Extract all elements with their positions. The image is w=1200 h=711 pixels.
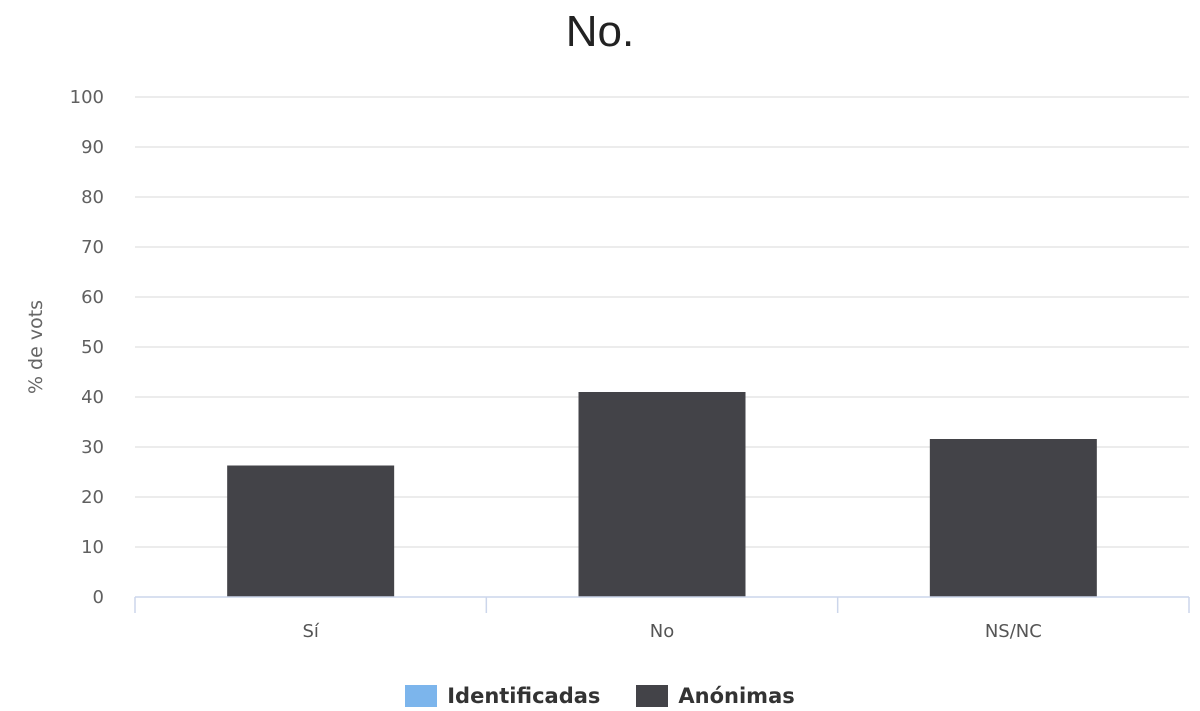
y-tick-label: 10 [81, 537, 104, 558]
y-tick-label: 30 [81, 437, 104, 458]
legend-item[interactable]: Anónimas [636, 684, 795, 708]
legend: Identificadas Anónimas [0, 684, 1200, 708]
y-tick-label: 0 [93, 587, 104, 608]
y-tick-label: 70 [81, 237, 104, 258]
y-axis-ticks: 0 10 20 30 40 50 60 70 80 90 100 [70, 87, 104, 608]
bar-ns-nc[interactable] [929, 439, 1097, 597]
legend-swatch [636, 685, 669, 707]
x-tick-label: No [650, 621, 674, 642]
y-tick-label: 100 [70, 87, 104, 108]
y-tick-label: 20 [81, 487, 104, 508]
chart-title: No. [565, 7, 635, 56]
legend-label: Anónimas [678, 684, 795, 708]
bar-no[interactable] [578, 392, 746, 597]
x-axis: Sí No NS/NC [134, 596, 1190, 642]
y-tick-label: 90 [81, 137, 104, 158]
legend-swatch [405, 685, 438, 707]
y-axis-label: % de vots [25, 300, 47, 394]
bars [227, 392, 1097, 597]
y-tick-label: 50 [81, 337, 104, 358]
y-tick-label: 80 [81, 187, 104, 208]
y-tick-label: 40 [81, 387, 104, 408]
legend-item[interactable]: Identificadas [405, 684, 600, 708]
bar-s-[interactable] [227, 465, 395, 598]
y-tick-label: 60 [81, 287, 104, 308]
x-tick-label: NS/NC [985, 621, 1042, 642]
legend-label: Identificadas [447, 684, 601, 708]
x-tick-label: Sí [302, 621, 319, 642]
